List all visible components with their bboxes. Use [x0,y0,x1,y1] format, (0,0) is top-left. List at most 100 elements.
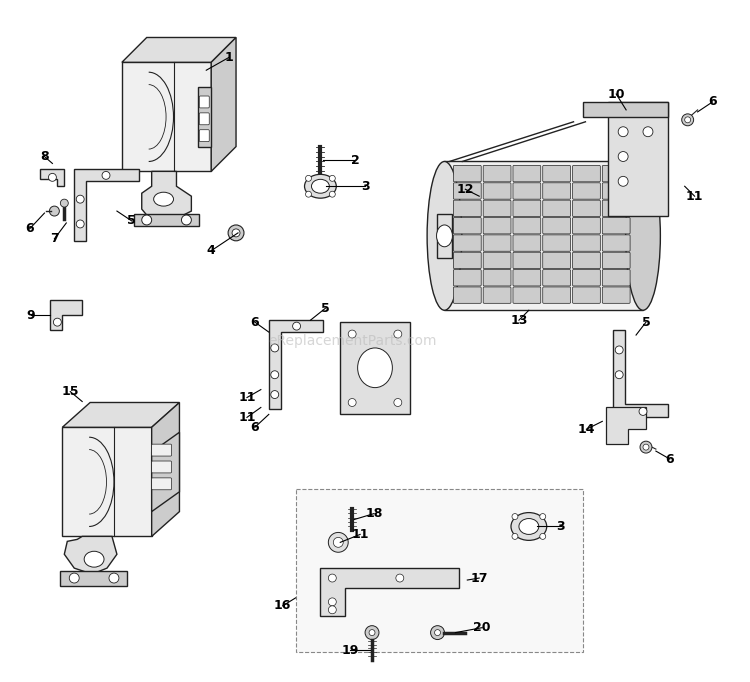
Polygon shape [64,537,117,574]
Polygon shape [152,402,179,537]
FancyBboxPatch shape [513,287,541,303]
FancyBboxPatch shape [602,200,630,216]
Circle shape [305,175,311,181]
FancyBboxPatch shape [572,200,600,216]
FancyBboxPatch shape [602,235,630,251]
FancyBboxPatch shape [454,252,482,269]
Circle shape [271,371,279,379]
Circle shape [329,175,335,181]
Text: 9: 9 [26,309,35,322]
Text: 5: 5 [128,214,136,228]
Circle shape [328,606,336,614]
FancyBboxPatch shape [513,183,541,199]
FancyBboxPatch shape [513,166,541,182]
Polygon shape [614,330,668,417]
FancyBboxPatch shape [454,235,482,251]
FancyBboxPatch shape [572,218,600,234]
Polygon shape [340,322,410,415]
Circle shape [50,206,59,216]
Circle shape [305,191,311,197]
FancyBboxPatch shape [483,183,511,199]
Circle shape [49,173,56,181]
Text: 5: 5 [641,316,650,329]
Circle shape [682,114,694,125]
Circle shape [69,573,80,583]
Circle shape [512,514,518,520]
FancyBboxPatch shape [483,235,511,251]
FancyBboxPatch shape [200,130,209,142]
Text: 5: 5 [321,301,330,315]
Text: 12: 12 [457,183,474,196]
Circle shape [232,229,240,237]
Text: 4: 4 [207,244,215,257]
FancyBboxPatch shape [513,235,541,251]
Circle shape [615,371,623,379]
Circle shape [394,330,402,338]
FancyBboxPatch shape [152,444,172,456]
Polygon shape [40,169,64,186]
Circle shape [271,344,279,352]
FancyBboxPatch shape [602,269,630,286]
Polygon shape [606,407,646,444]
FancyBboxPatch shape [483,269,511,286]
Polygon shape [152,432,179,512]
Polygon shape [584,102,668,117]
Circle shape [618,177,628,186]
Circle shape [396,574,404,582]
Circle shape [328,598,336,606]
Text: 11: 11 [238,411,256,424]
Polygon shape [198,87,211,147]
Circle shape [369,629,375,636]
Ellipse shape [304,175,336,198]
Text: eReplacementParts.com: eReplacementParts.com [268,334,437,348]
Circle shape [618,151,628,162]
Text: 10: 10 [608,87,625,100]
Ellipse shape [626,162,660,310]
FancyBboxPatch shape [543,183,571,199]
Polygon shape [60,571,127,586]
Circle shape [333,537,344,548]
Circle shape [365,625,379,640]
FancyBboxPatch shape [483,166,511,182]
Ellipse shape [436,225,452,247]
FancyBboxPatch shape [152,478,172,490]
FancyBboxPatch shape [602,252,630,269]
FancyBboxPatch shape [602,218,630,234]
FancyBboxPatch shape [513,269,541,286]
FancyBboxPatch shape [454,166,482,182]
FancyBboxPatch shape [483,218,511,234]
Polygon shape [74,169,139,241]
Text: 6: 6 [665,453,674,466]
FancyBboxPatch shape [543,252,571,269]
Polygon shape [445,162,643,310]
Text: 14: 14 [578,423,596,436]
Polygon shape [62,428,152,537]
Text: 2: 2 [351,154,359,167]
FancyBboxPatch shape [543,200,571,216]
FancyBboxPatch shape [543,166,571,182]
Circle shape [643,127,653,136]
Circle shape [640,441,652,453]
Text: 6: 6 [251,316,260,329]
FancyBboxPatch shape [543,218,571,234]
Polygon shape [134,214,200,226]
Circle shape [615,346,623,354]
FancyBboxPatch shape [454,200,482,216]
FancyBboxPatch shape [572,166,600,182]
FancyBboxPatch shape [572,235,600,251]
Circle shape [348,330,356,338]
FancyBboxPatch shape [572,287,600,303]
FancyBboxPatch shape [602,183,630,199]
Text: 15: 15 [62,385,79,398]
FancyBboxPatch shape [543,287,571,303]
Text: 18: 18 [365,507,382,520]
FancyBboxPatch shape [200,113,209,125]
Circle shape [329,191,335,197]
Circle shape [394,398,402,406]
FancyBboxPatch shape [454,183,482,199]
Ellipse shape [311,179,329,193]
FancyBboxPatch shape [513,200,541,216]
Polygon shape [142,171,191,221]
FancyBboxPatch shape [454,269,482,286]
Circle shape [618,127,628,136]
